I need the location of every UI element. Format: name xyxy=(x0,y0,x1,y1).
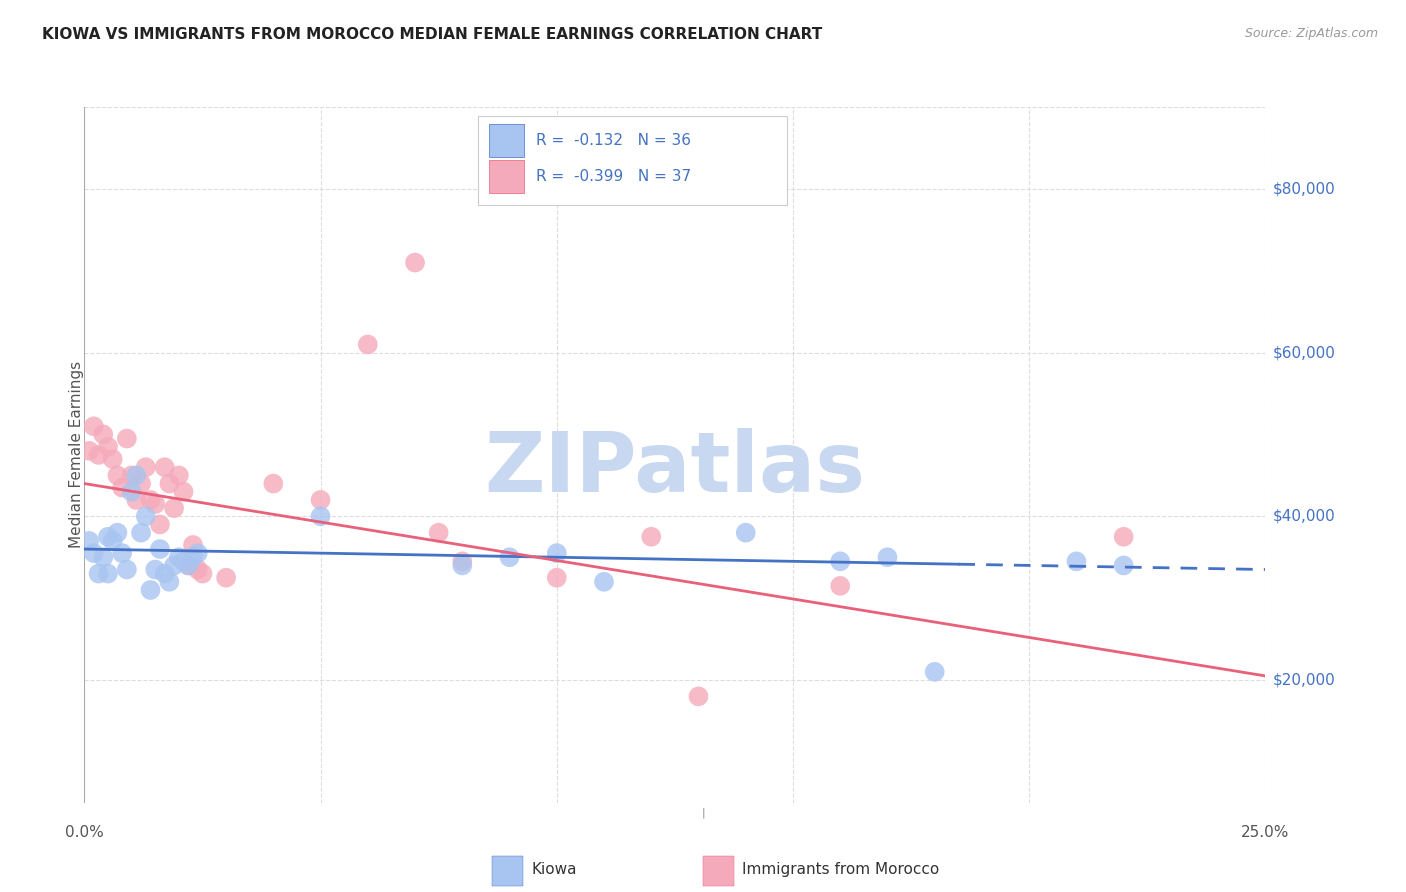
Point xyxy=(143,497,166,511)
Point xyxy=(177,558,200,573)
Point xyxy=(115,562,138,576)
Text: ZIPatlas: ZIPatlas xyxy=(485,428,865,509)
Point xyxy=(1112,558,1135,573)
Point xyxy=(830,554,852,568)
Point xyxy=(191,566,214,581)
Point xyxy=(101,533,124,548)
Text: 0.0%: 0.0% xyxy=(65,825,104,840)
Text: KIOWA VS IMMIGRANTS FROM MOROCCO MEDIAN FEMALE EARNINGS CORRELATION CHART: KIOWA VS IMMIGRANTS FROM MOROCCO MEDIAN … xyxy=(42,27,823,42)
Point xyxy=(107,468,129,483)
Point xyxy=(876,550,898,565)
Point xyxy=(546,546,568,560)
Point xyxy=(357,337,380,351)
Point xyxy=(129,525,152,540)
Point xyxy=(451,558,474,573)
Point xyxy=(129,476,152,491)
Point xyxy=(187,562,209,576)
Text: 25.0%: 25.0% xyxy=(1241,825,1289,840)
Point xyxy=(111,481,134,495)
Point xyxy=(153,460,176,475)
Text: R =  -0.399   N = 37: R = -0.399 N = 37 xyxy=(536,169,690,184)
Point xyxy=(77,443,100,458)
Point xyxy=(157,476,180,491)
Point xyxy=(149,542,172,557)
Text: $40,000: $40,000 xyxy=(1272,508,1336,524)
Point xyxy=(121,468,143,483)
Point xyxy=(546,571,568,585)
Point xyxy=(87,566,110,581)
Point xyxy=(121,484,143,499)
Point xyxy=(1066,554,1088,568)
Point xyxy=(139,492,162,507)
Point xyxy=(924,665,946,679)
Point xyxy=(173,554,195,568)
Point xyxy=(688,690,710,704)
Point xyxy=(498,550,520,565)
Point xyxy=(91,550,114,565)
Text: Kiowa: Kiowa xyxy=(531,863,576,877)
Text: |: | xyxy=(702,807,704,818)
Point xyxy=(181,550,204,565)
Y-axis label: Median Female Earnings: Median Female Earnings xyxy=(69,361,83,549)
Point xyxy=(97,440,120,454)
Point xyxy=(163,501,186,516)
Point xyxy=(734,525,756,540)
Text: $80,000: $80,000 xyxy=(1272,181,1336,196)
Point xyxy=(830,579,852,593)
Point xyxy=(640,530,662,544)
Point xyxy=(83,546,105,560)
Point xyxy=(139,582,162,597)
Point xyxy=(177,558,200,573)
Point xyxy=(153,566,176,581)
Point xyxy=(593,574,616,589)
Text: Source: ZipAtlas.com: Source: ZipAtlas.com xyxy=(1244,27,1378,40)
Point xyxy=(149,517,172,532)
Text: $20,000: $20,000 xyxy=(1272,673,1336,688)
Point xyxy=(404,255,426,269)
Point xyxy=(91,427,114,442)
Point xyxy=(181,538,204,552)
Point xyxy=(309,509,332,524)
Point xyxy=(157,574,180,589)
Point xyxy=(163,558,186,573)
Point xyxy=(107,525,129,540)
Point xyxy=(101,452,124,467)
Point xyxy=(173,484,195,499)
Point xyxy=(187,546,209,560)
Text: R =  -0.132   N = 36: R = -0.132 N = 36 xyxy=(536,134,690,148)
Point xyxy=(262,476,284,491)
Text: Immigrants from Morocco: Immigrants from Morocco xyxy=(742,863,939,877)
Point xyxy=(451,554,474,568)
Point xyxy=(143,562,166,576)
Point xyxy=(87,448,110,462)
Point xyxy=(97,566,120,581)
Point xyxy=(1112,530,1135,544)
Point xyxy=(77,533,100,548)
Point xyxy=(125,468,148,483)
Point xyxy=(135,460,157,475)
Point xyxy=(427,525,450,540)
Point xyxy=(167,468,190,483)
Point xyxy=(115,432,138,446)
Point xyxy=(167,550,190,565)
Point xyxy=(135,509,157,524)
Text: $60,000: $60,000 xyxy=(1272,345,1336,360)
Point xyxy=(111,546,134,560)
Point xyxy=(215,571,238,585)
Point xyxy=(83,419,105,434)
Point xyxy=(309,492,332,507)
Point xyxy=(97,530,120,544)
Point xyxy=(125,492,148,507)
